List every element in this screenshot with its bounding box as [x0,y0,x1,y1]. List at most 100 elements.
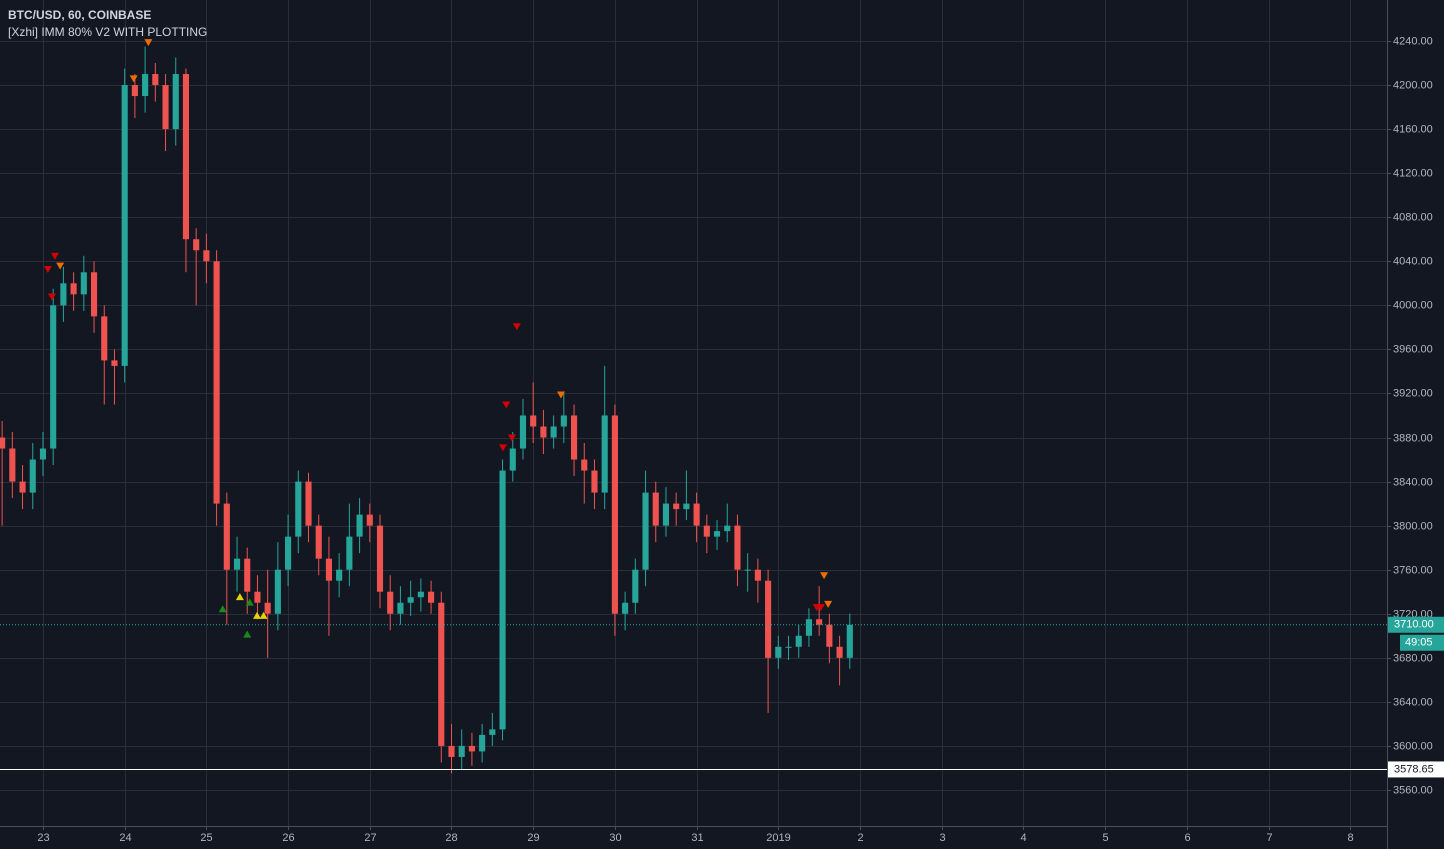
candle-body [611,415,618,614]
signal-marker [816,604,825,612]
signal-marker [259,611,268,619]
candle-body [591,470,598,493]
candle-body [805,619,813,636]
signal-marker [820,572,829,580]
candle-body [264,602,271,614]
candle-body [142,74,149,97]
candle-body [683,503,690,510]
y-tick-label: 4120.00 [1393,167,1433,179]
candle-body [233,558,241,570]
x-tick-label: 25 [200,832,212,844]
grid [0,0,1387,826]
candle-body [795,635,802,647]
price-line-label: 3578.65 [1394,763,1434,775]
candle-body [509,448,516,471]
signal-marker [144,39,153,47]
candle-body [581,459,588,471]
y-tick-label: 3560.00 [1393,784,1433,796]
y-tick-label: 3680.00 [1393,652,1433,664]
candle-body [193,239,200,251]
candle-body [9,448,16,482]
x-tick-label: 5 [1102,832,1108,844]
candle-body [305,481,312,526]
x-tick-label: 7 [1266,832,1272,844]
signal-marker [235,593,244,601]
y-tick-label: 4000.00 [1393,299,1433,311]
candle-body [458,745,465,757]
candle-body [530,415,537,427]
x-tick-label: 24 [119,832,131,844]
candle-body [162,85,169,130]
signal-marker [47,293,56,301]
signal-marker [56,262,65,270]
plot [0,39,1387,774]
candle-body [570,415,578,460]
indicator-name: [Xzhi] IMM 80% V2 WITH PLOTTING [8,25,207,39]
candle-body [90,272,98,317]
candle-body [254,591,261,603]
last-price-label: 3710.00 [1394,619,1434,631]
candle-body [285,536,292,570]
candle-body [540,426,547,438]
candle-body [336,569,343,581]
candle-body [448,745,455,757]
candle-body [785,646,792,648]
candle-body [775,646,782,658]
candle-body [182,74,190,240]
candle-body [152,74,159,86]
x-tick-label: 26 [282,832,294,844]
candle-body [734,525,741,570]
chart-title: BTC/USD, 60, COINBASE [8,8,151,22]
candle-body [724,525,731,532]
y-tick-label: 4160.00 [1393,123,1433,135]
candle-body [29,459,36,493]
y-tick-label: 3760.00 [1393,564,1433,576]
candle-body [0,437,6,449]
y-tick-label: 3920.00 [1393,387,1433,399]
candle-body [519,415,527,449]
signal-marker [824,600,833,608]
candle-body [765,580,772,658]
axes: 3560.003600.003640.003680.003720.003760.… [37,35,1444,844]
candle-body [60,283,67,306]
signal-marker [253,611,262,619]
x-tick-label: 4 [1020,832,1026,844]
candle-body [50,305,57,449]
candle-body [70,283,77,295]
candle-body [632,569,639,603]
candle-body [703,525,710,537]
signal-marker [129,75,138,83]
candle-body [673,503,680,510]
signal-marker [507,434,516,442]
candle-body [315,525,322,559]
candle-body [356,514,363,537]
candle-body [244,558,251,592]
candle-body [479,734,486,752]
candle-body [111,360,118,366]
candle-body [295,481,302,537]
y-tick-label: 3800.00 [1393,520,1433,532]
y-tick-label: 3960.00 [1393,343,1433,355]
candle-body [397,602,404,614]
candle-body [121,85,128,366]
x-tick-label: 8 [1347,832,1353,844]
candle-body [428,591,435,603]
candle-body [642,492,649,570]
x-tick-label: 29 [527,832,539,844]
candle-body [713,531,721,537]
candle-body [836,646,843,658]
signal-marker [245,598,254,606]
candle-body [39,448,47,460]
candle-body [101,316,108,361]
x-tick-label: 23 [37,832,49,844]
signal-marker [498,444,507,452]
x-tick-label: 30 [609,832,621,844]
x-tick-label: 2 [857,832,863,844]
candle-body [131,85,138,97]
candle-body [601,415,608,493]
y-tick-label: 3640.00 [1393,696,1433,708]
candle-body [662,503,670,526]
